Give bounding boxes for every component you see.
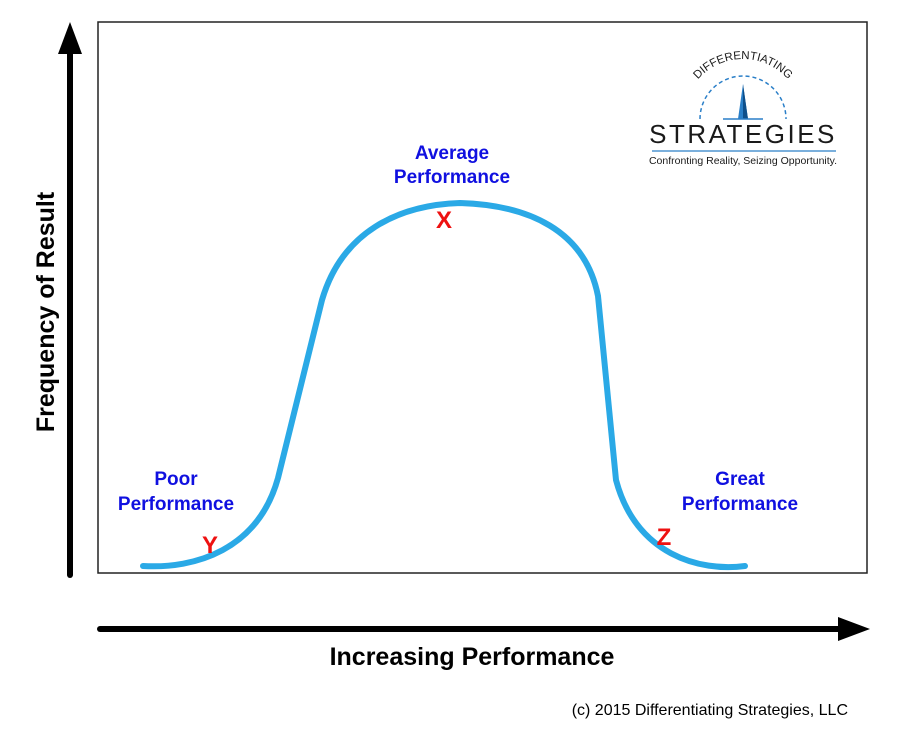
marker-x: X <box>436 207 452 234</box>
y-axis-title: Frequency of Result <box>32 191 60 432</box>
average-performance-label: Average <box>415 143 489 164</box>
copyright-notice: (c) 2015 Differentiating Strategies, LLC <box>572 702 848 719</box>
marker-z: Z <box>657 524 672 551</box>
plot-frame <box>97 21 868 574</box>
marker-y: Y <box>202 532 218 559</box>
poor-performance-label: Performance <box>118 494 234 515</box>
great-performance-label: Great <box>715 469 765 490</box>
x-axis-arrow <box>97 617 870 641</box>
compass-needle-icon <box>723 84 763 120</box>
y-axis-arrow <box>58 22 82 578</box>
performance-curve <box>140 200 748 571</box>
logo-name: STRATEGIES <box>649 119 837 149</box>
x-axis-title: Increasing Performance <box>330 643 615 671</box>
logo-tagline: Confronting Reality, Seizing Opportunity… <box>649 155 837 167</box>
great-performance-label: Performance <box>682 494 798 515</box>
average-performance-label: Performance <box>394 167 510 188</box>
compass-dashed-arc-icon <box>699 75 787 120</box>
poor-performance-label: Poor <box>154 469 198 490</box>
